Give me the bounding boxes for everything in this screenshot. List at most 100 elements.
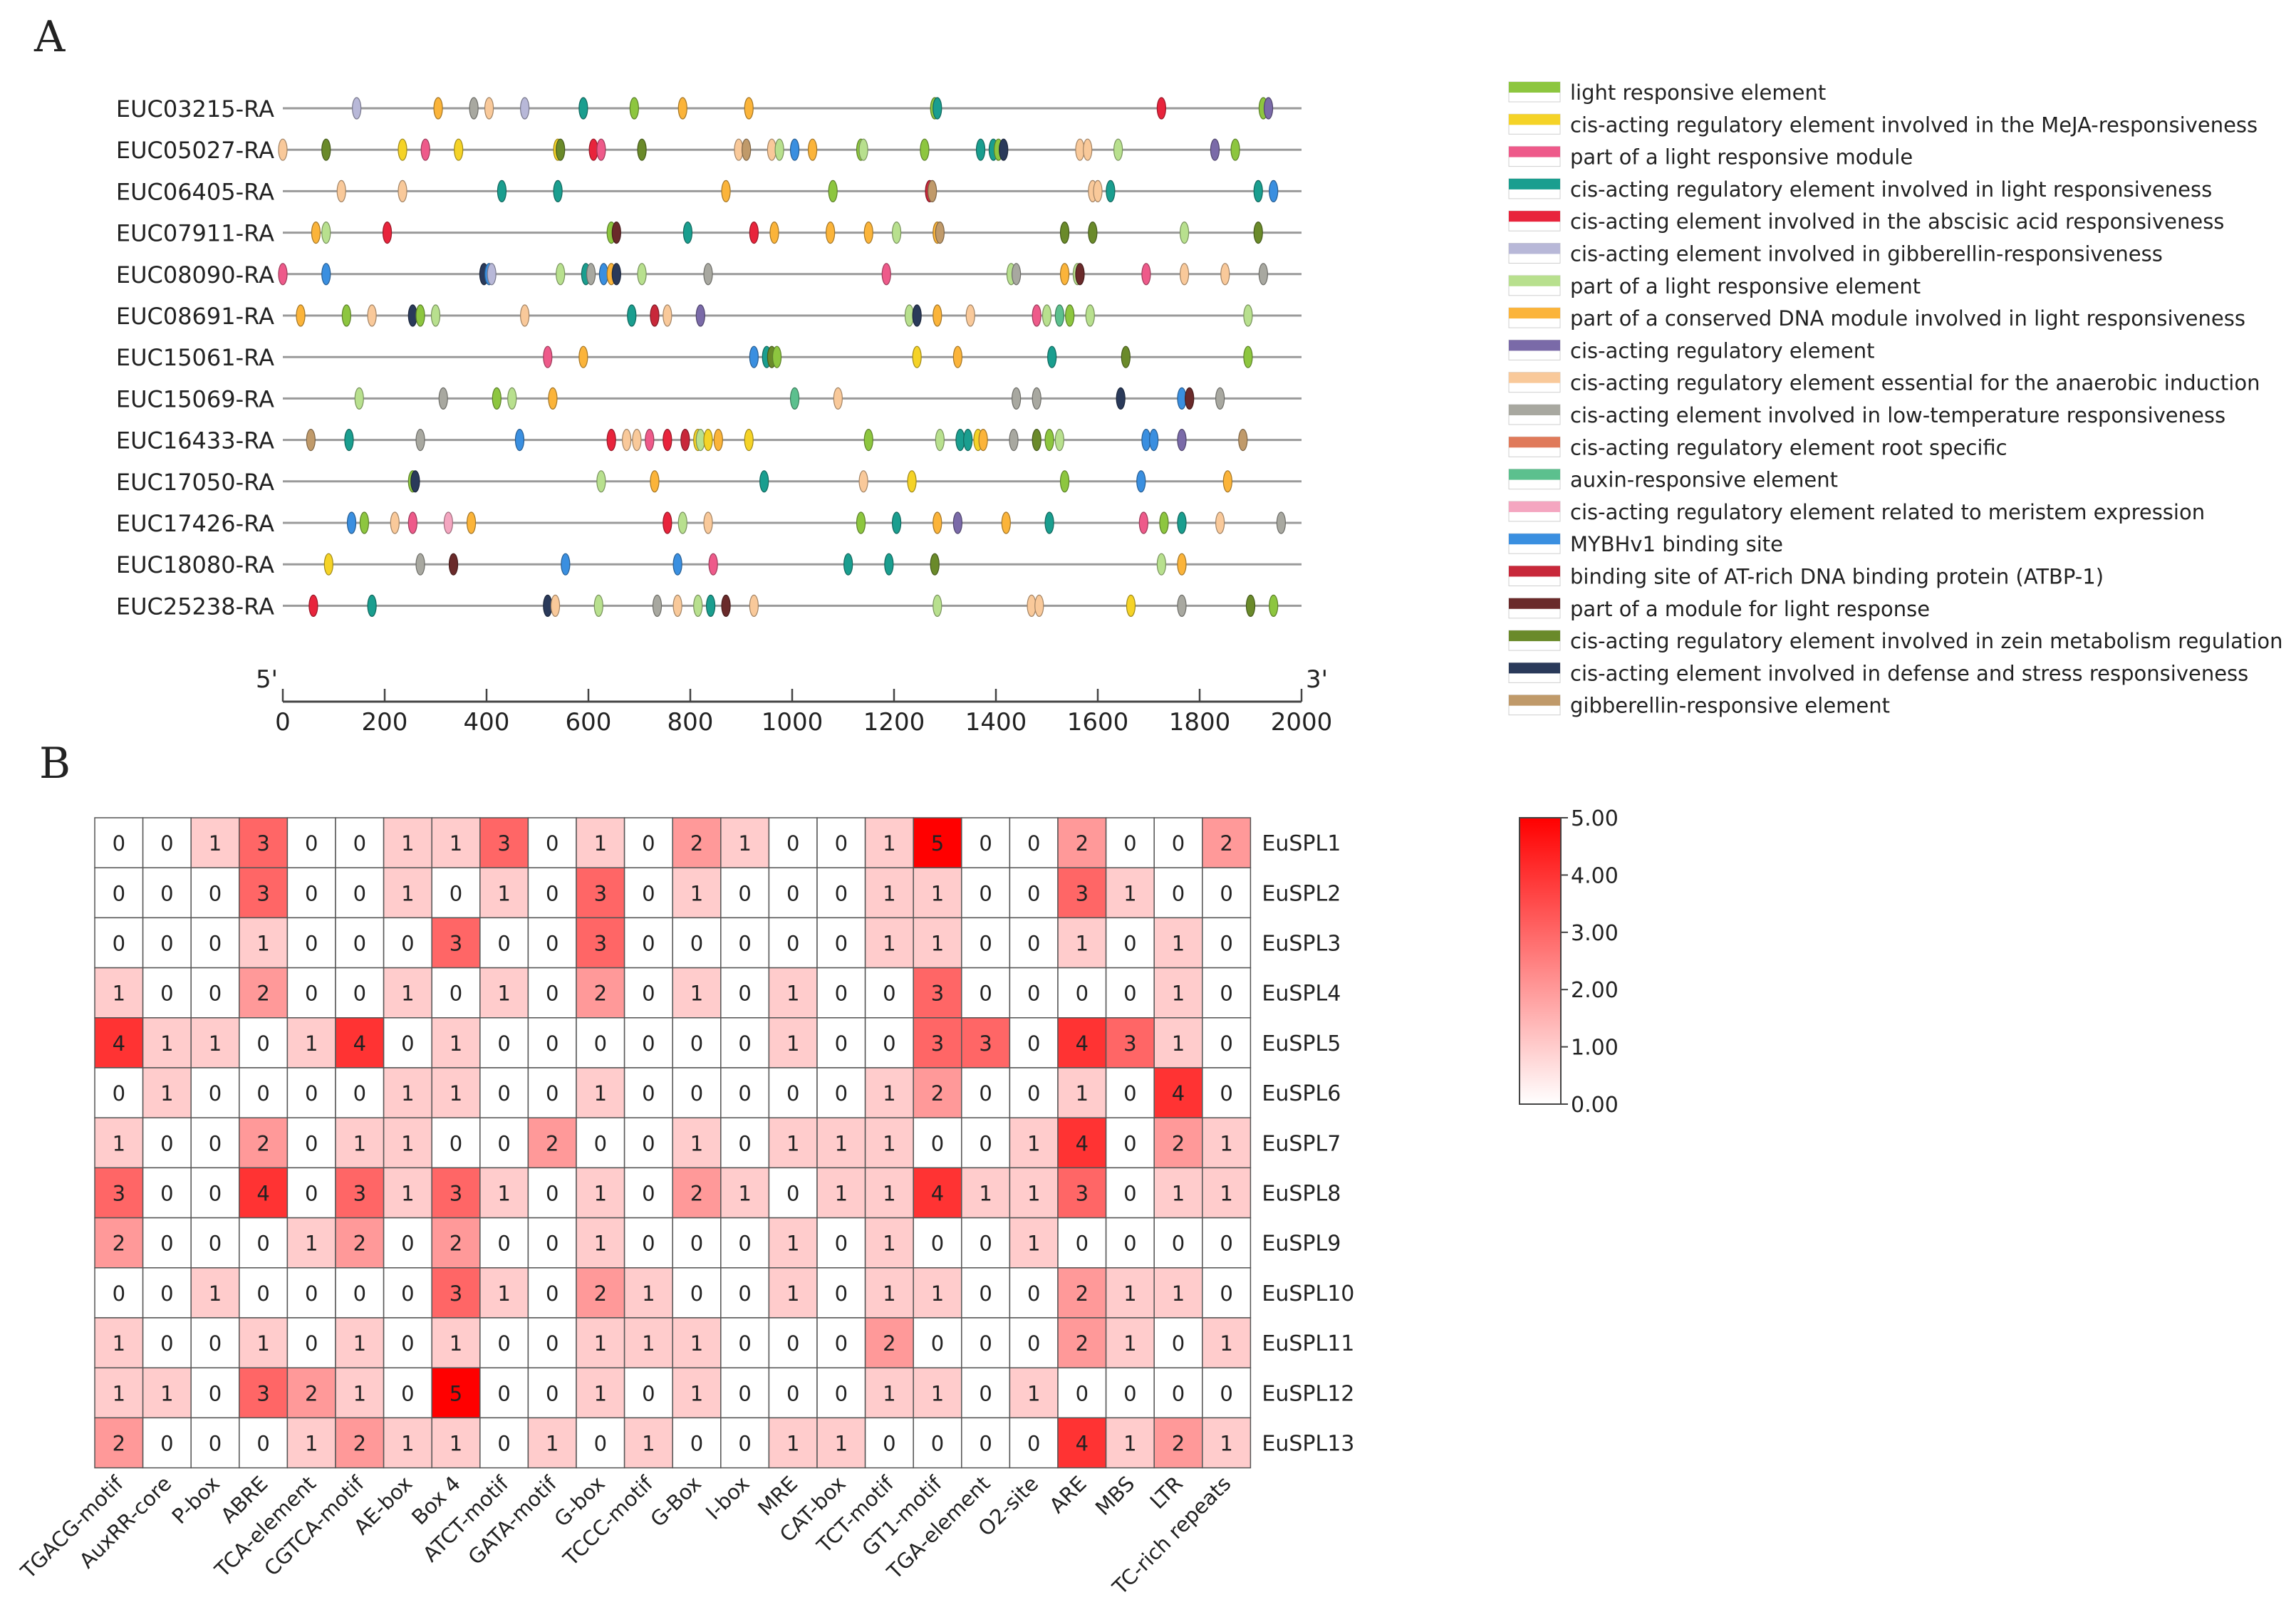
heatmap-value: 0 <box>979 1281 992 1306</box>
heatmap-cell <box>1202 1067 1252 1118</box>
heatmap-value: 1 <box>1172 932 1185 956</box>
motif-marker <box>1106 180 1116 202</box>
heatmap-cell <box>1105 967 1155 1019</box>
motif-marker <box>693 594 703 618</box>
legend-swatch <box>1509 534 1560 545</box>
heatmap-cell <box>94 1417 144 1469</box>
heatmap-value: 1 <box>594 1232 607 1256</box>
legend-entry: part of a light responsive element <box>1508 274 1921 298</box>
heatmap-value: 1 <box>642 1432 655 1456</box>
motif-marker <box>744 428 754 452</box>
heatmap-value: 1 <box>594 1182 607 1206</box>
legend-swatch <box>1509 243 1560 254</box>
legend-swatch <box>1509 340 1560 351</box>
motif-marker <box>487 263 497 286</box>
heatmap-value: 0 <box>497 1081 510 1106</box>
motif-marker <box>680 428 690 452</box>
motif-marker <box>578 97 588 120</box>
motif-marker <box>398 180 407 202</box>
heatmap-cell <box>672 867 722 919</box>
heatmap-value: 4 <box>353 1031 366 1056</box>
row-label: EuSPL6 <box>1262 1081 1341 1106</box>
heatmap-value: 0 <box>786 1381 799 1405</box>
heatmap-value: 3 <box>1076 1182 1089 1206</box>
heatmap-value: 0 <box>738 1432 751 1456</box>
heatmap-value: 0 <box>497 1232 510 1256</box>
heatmap-value: 0 <box>353 1281 366 1306</box>
motif-marker <box>1210 138 1220 161</box>
heatmap-cell <box>961 1117 1011 1169</box>
heatmap-cell <box>1202 1017 1252 1068</box>
motif-distribution-chart: EUC03215-RA EUC05027-RA EUC06405-RA EUC0791… <box>116 95 1332 737</box>
heatmap-cell <box>913 1417 962 1469</box>
heatmap-value: 0 <box>401 1232 414 1256</box>
heatmap-value: 1 <box>450 1031 462 1056</box>
heatmap-value: 0 <box>738 1331 751 1356</box>
legend-label: part of a module for light response <box>1570 597 1930 621</box>
motif-marker <box>789 138 800 161</box>
heatmap-cell <box>1153 1417 1203 1469</box>
heatmap-value: 2 <box>883 1331 895 1356</box>
heatmap-value: 1 <box>594 1381 607 1405</box>
heatmap-value: 1 <box>979 1182 992 1206</box>
heatmap-value: 0 <box>690 1281 703 1306</box>
heatmap-cell <box>961 917 1011 969</box>
heatmap-cell <box>190 1417 240 1469</box>
motif-marker <box>843 553 853 576</box>
motif-marker <box>1136 470 1146 493</box>
heatmap-value: 1 <box>1220 1131 1232 1155</box>
row-label: EuSPL7 <box>1262 1131 1341 1156</box>
heatmap-value: 0 <box>353 932 366 956</box>
heatmap-cell <box>768 817 818 868</box>
motif-marker <box>1093 180 1103 202</box>
legend-swatch <box>1509 178 1560 189</box>
heatmap-value: 0 <box>642 1182 655 1206</box>
heatmap-value: 1 <box>931 1281 944 1306</box>
heatmap-value: 0 <box>497 1331 510 1356</box>
motif-marker <box>933 304 942 327</box>
heatmap-value: 0 <box>1220 1381 1232 1405</box>
motif-marker <box>663 428 672 452</box>
heatmap-cell <box>1153 1167 1203 1219</box>
heatmap-cell <box>672 1317 722 1368</box>
heatmap-value: 0 <box>642 1131 655 1155</box>
heatmap-cell <box>816 1167 866 1219</box>
motif-marker <box>769 222 779 244</box>
motif-marker <box>652 594 663 618</box>
heatmap-value: 0 <box>305 1331 318 1356</box>
heatmap-cell <box>1153 1117 1203 1169</box>
heatmap-cell <box>94 1367 144 1419</box>
row-label: EuSPL10 <box>1262 1281 1354 1306</box>
heatmap-value: 0 <box>160 1281 173 1306</box>
heatmap-value: 1 <box>450 1331 462 1356</box>
motif-marker <box>650 470 660 493</box>
heatmap-cell <box>94 817 144 868</box>
heatmap-value: 3 <box>353 1182 366 1206</box>
heatmap-value: 4 <box>931 1182 944 1206</box>
heatmap-cell <box>527 1167 577 1219</box>
heatmap-cell <box>864 1367 914 1419</box>
heatmap-cell <box>383 1167 432 1219</box>
heatmap-value: 1 <box>1027 1232 1040 1256</box>
heatmap-value: 0 <box>160 1131 173 1155</box>
heatmap-value: 2 <box>1172 1131 1185 1155</box>
motif-marker <box>856 511 866 534</box>
legend-entry: light responsive element <box>1508 80 1826 105</box>
heatmap-cell <box>961 1017 1011 1068</box>
motif-marker <box>278 138 288 161</box>
heatmap-value: 0 <box>835 932 848 956</box>
heatmap-cell <box>383 1267 432 1319</box>
heatmap-cell <box>1057 1367 1107 1419</box>
heatmap-value: 3 <box>256 831 269 856</box>
colorbar-tick-label: 4.00 <box>1571 863 1619 888</box>
motif-marker <box>596 138 606 161</box>
heatmap-cell <box>623 1417 673 1469</box>
heatmap-cell <box>913 1317 962 1368</box>
heatmap-value: 0 <box>546 932 559 956</box>
heatmap-cell <box>190 1317 240 1368</box>
heatmap-value: 0 <box>1220 1081 1232 1106</box>
motif-marker <box>774 138 784 161</box>
heatmap-value: 1 <box>931 881 944 905</box>
heatmap-cell <box>672 1117 722 1169</box>
colorbar-tick-label: 0.00 <box>1571 1093 1619 1118</box>
